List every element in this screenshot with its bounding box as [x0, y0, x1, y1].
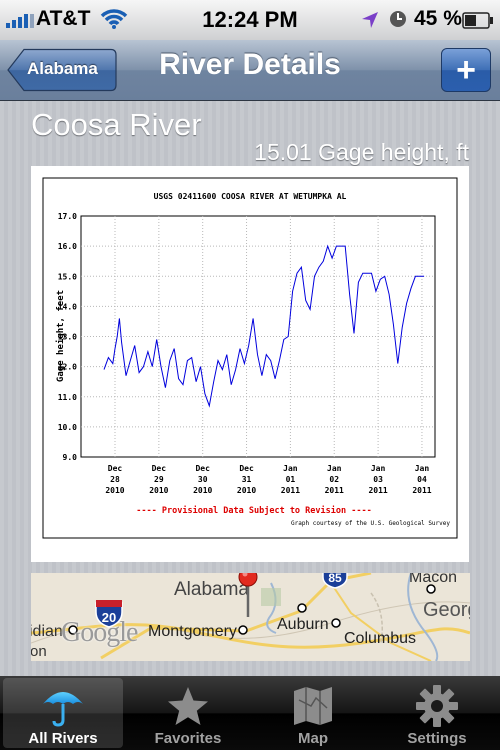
- page-title: River Details: [0, 48, 500, 82]
- y-tick-label: 17.0: [58, 212, 77, 221]
- y-axis-label: Gage height, feet: [55, 290, 66, 382]
- location-icon: [360, 10, 380, 30]
- tab-label-map: Map: [253, 730, 373, 747]
- status-bar: AT&T 12:24 PM 45 %: [0, 0, 500, 40]
- plus-icon: +: [442, 52, 490, 88]
- navigation-bar: Alabama River Details +: [0, 40, 500, 101]
- map-label-edge: on: [31, 643, 47, 660]
- y-tick-label: 16.0: [58, 242, 77, 251]
- map-label-montgomery: Montgomery: [148, 623, 237, 641]
- y-tick-label: 11.0: [58, 393, 77, 402]
- map-icon: [291, 684, 335, 728]
- river-name: Coosa River: [31, 107, 202, 143]
- gear-icon: [415, 684, 459, 728]
- tab-label-favorites: Favorites: [128, 730, 248, 747]
- tab-favorites[interactable]: Favorites: [128, 678, 248, 748]
- map-label-macon: Macon: [409, 573, 457, 587]
- map-label-columbus: Columbus: [344, 630, 416, 648]
- graph-courtesy: Graph courtesy of the U.S. Geological Su…: [291, 520, 450, 527]
- alarm-icon: [388, 9, 408, 29]
- star-icon: [166, 684, 210, 728]
- tab-settings[interactable]: Settings: [377, 678, 497, 748]
- tab-label-settings: Settings: [377, 730, 497, 747]
- umbrella-icon: [41, 684, 85, 728]
- tab-map[interactable]: Map: [253, 678, 373, 748]
- tab-all-rivers[interactable]: All Rivers: [3, 678, 123, 748]
- y-tick-label: 15.0: [58, 272, 77, 281]
- battery-icon: [462, 12, 494, 29]
- add-favorite-button[interactable]: +: [441, 48, 491, 92]
- map-label-auburn: Auburn: [277, 616, 329, 634]
- gage-graph-card[interactable]: USGS 02411600 COOSA RIVER AT WETUMPKA AL…: [31, 166, 469, 562]
- chart-title: USGS 02411600 COOSA RIVER AT WETUMPKA AL: [154, 192, 347, 201]
- gage-height-chart: USGS 02411600 COOSA RIVER AT WETUMPKA AL…: [31, 166, 469, 562]
- map-label-georgia: Georg: [423, 599, 470, 622]
- y-tick-label: 10.0: [58, 423, 77, 432]
- battery-percentage: 45 %: [414, 7, 462, 31]
- interstate-85-label: 85: [328, 573, 342, 585]
- river-details-content: Coosa River 15.01 Gage height, ft USGS 0…: [0, 101, 500, 676]
- tab-label-all-rivers: All Rivers: [3, 730, 123, 747]
- google-logo: Google: [61, 617, 137, 649]
- interstate-85-shield-icon: 85: [321, 573, 349, 589]
- y-tick-label: 9.0: [63, 453, 78, 462]
- map-pin-icon[interactable]: [236, 573, 260, 621]
- river-location-map[interactable]: 20 85 Alabama Macon Georg idian Montgome…: [31, 573, 470, 661]
- tab-bar: All Rivers Favorites Map Set: [0, 676, 500, 750]
- map-label-meridian: idian: [31, 623, 63, 641]
- provisional-notice: ---- Provisional Data Subject to Revisio…: [136, 505, 371, 516]
- gage-reading: 15.01 Gage height, ft: [254, 139, 469, 166]
